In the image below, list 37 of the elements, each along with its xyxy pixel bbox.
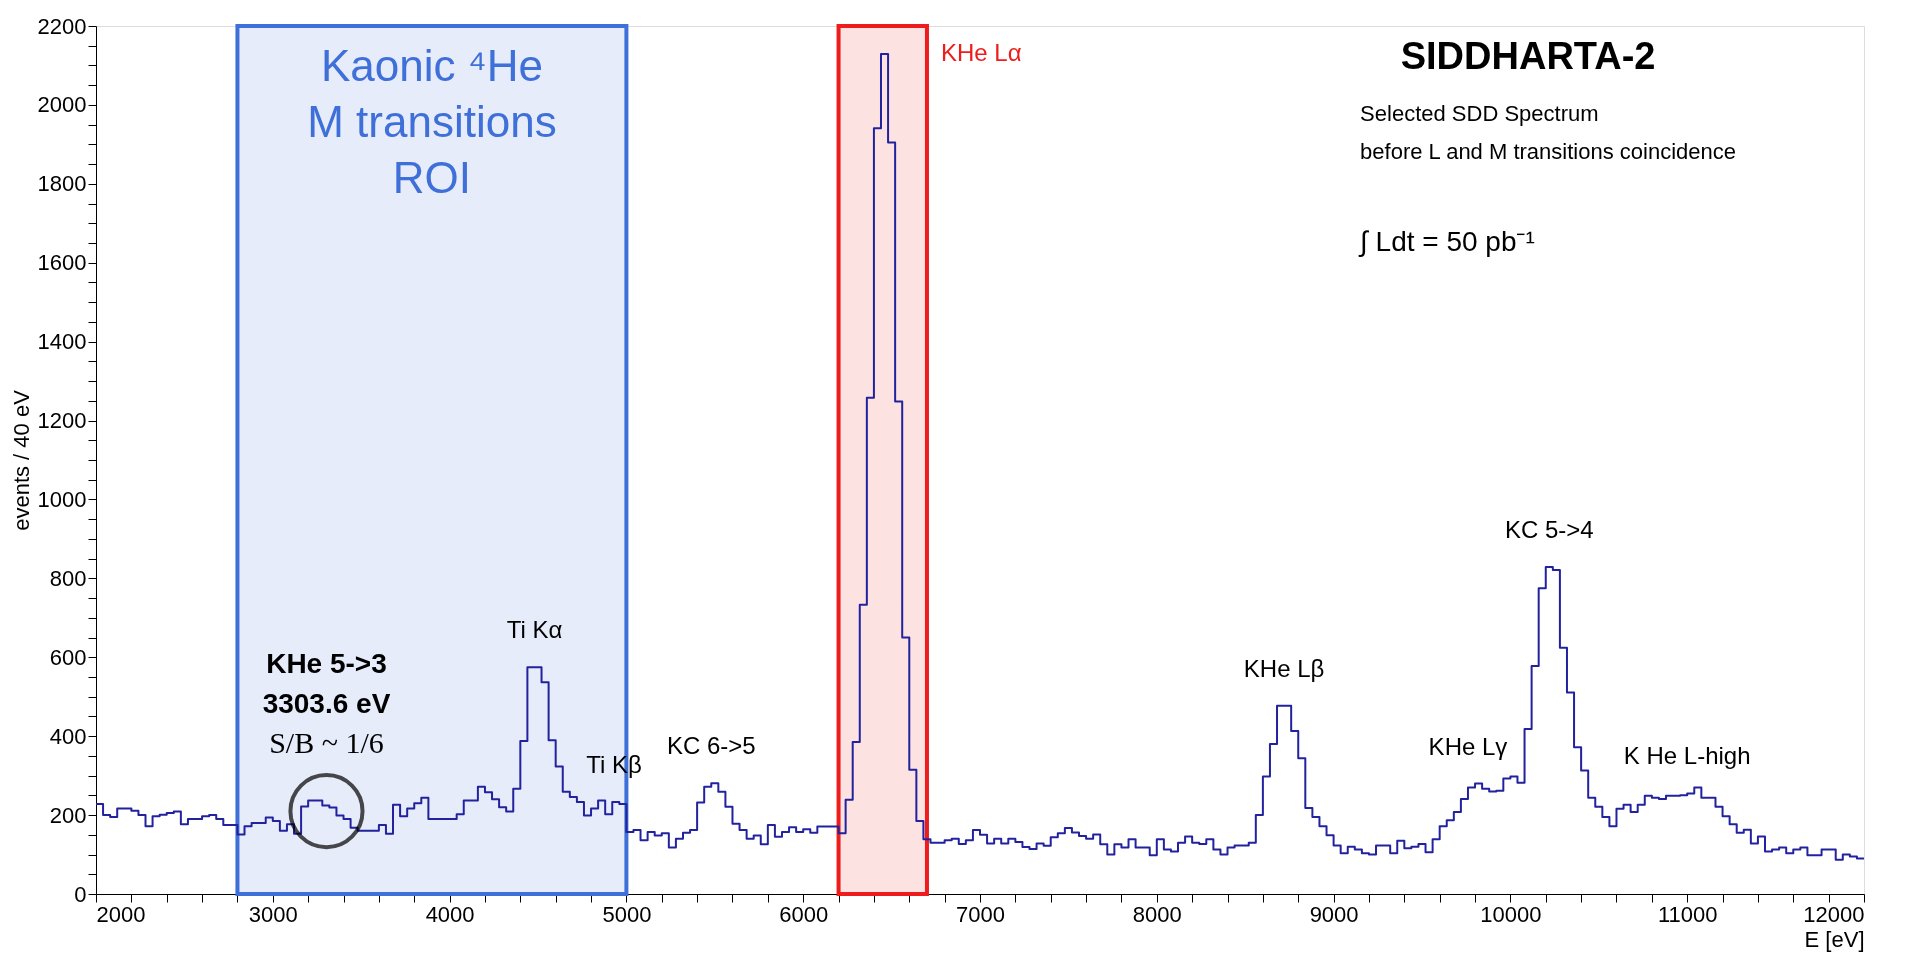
x-tick-label: 8000 xyxy=(1132,901,1182,927)
x-tick-label: 5000 xyxy=(602,901,652,927)
chart-title: SIDDHARTA-2 xyxy=(1400,35,1656,78)
y-tick-label: 1000 xyxy=(37,486,87,512)
y-tick-label: 2000 xyxy=(37,92,87,118)
x-tick-label: 12000 xyxy=(1803,901,1865,927)
x-axis-title: E [eV] xyxy=(1804,926,1865,952)
x-tick-label: 6000 xyxy=(779,901,829,927)
y-tick-label: 200 xyxy=(49,802,87,828)
annotation: KHe Lβ xyxy=(1243,654,1325,682)
x-tick-label: 3000 xyxy=(248,901,298,927)
y-axis-title: events / 40 eV xyxy=(8,389,34,531)
band-label: KHe Lα xyxy=(940,39,1022,66)
annotation: ∫ Ldt = 50 pb⁻¹ xyxy=(1358,226,1535,257)
y-tick-label: 1600 xyxy=(37,250,87,276)
y-tick-label: 400 xyxy=(49,723,87,749)
y-tick-label: 1200 xyxy=(37,408,87,434)
y-tick-label: 2200 xyxy=(37,13,87,39)
y-tick-label: 1400 xyxy=(37,329,87,355)
y-tick-label: 0 xyxy=(74,881,87,907)
annotation: KC 6->5 xyxy=(666,732,756,760)
x-tick-label: 7000 xyxy=(956,901,1005,927)
y-tick-label: 1800 xyxy=(37,171,87,197)
band-label: Kaonic ⁴He M transitions ROI xyxy=(307,41,557,202)
annotation: K He L-high xyxy=(1623,742,1751,770)
x-tick-label: 2000 xyxy=(96,901,146,927)
x-tick-label: 9000 xyxy=(1309,901,1359,927)
x-tick-label: 4000 xyxy=(425,901,475,927)
annotation: KHe Lγ xyxy=(1428,732,1508,760)
y-tick-label: 600 xyxy=(49,644,87,670)
y-tick-label: 800 xyxy=(49,565,87,591)
annotation: KC 5->4 xyxy=(1504,515,1594,543)
x-tick-label: 11000 xyxy=(1657,901,1718,927)
text: Selected SDD Spectrum before L and M transitions coincidence xyxy=(1360,101,1736,165)
annotation: KHe 5->3 3303.6 eV S/B ~ 1/6 xyxy=(262,648,391,760)
annotation: Ti Kα xyxy=(506,616,563,644)
x-tick-label: 10000 xyxy=(1480,901,1542,927)
